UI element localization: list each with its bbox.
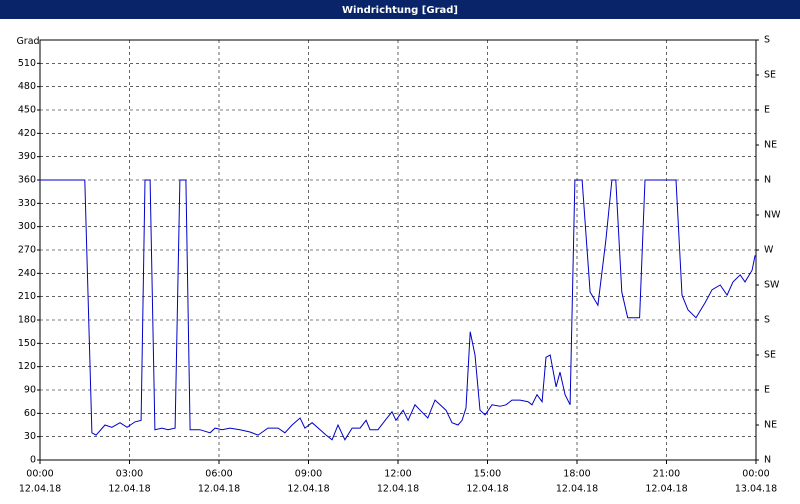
y-tick-label: 0: [30, 455, 36, 466]
y2-tick-label: N: [764, 455, 771, 466]
chart-title: Windrichtung [Grad]: [342, 5, 458, 16]
x-tick-date: 13.04.18: [735, 484, 777, 495]
x-tick-label: 00:00: [742, 469, 769, 480]
x-tick-label: 15:00: [474, 469, 501, 480]
y2-tick-label: E: [764, 385, 770, 396]
x-tick-date: 12.04.18: [466, 484, 508, 495]
y-tick-label: 210: [18, 291, 36, 302]
title-bar: [0, 0, 800, 19]
y-tick-label: 30: [24, 431, 36, 442]
y2-tick-label: S: [764, 315, 770, 326]
y2-tick-label: N: [764, 175, 771, 186]
data-line: [40, 179, 756, 441]
y-tick-label: 330: [18, 198, 36, 209]
x-tick-label: 06:00: [205, 469, 232, 480]
y-tick-label: 120: [18, 361, 36, 372]
y-tick-label: 270: [18, 245, 36, 256]
x-tick-label: 18:00: [563, 469, 590, 480]
y-tick-label: 510: [18, 58, 36, 69]
y-tick-label: 480: [18, 81, 36, 92]
y2-tick-label: NE: [764, 420, 777, 431]
x-tick-date: 12.04.18: [287, 484, 329, 495]
x-tick-date: 12.04.18: [198, 484, 240, 495]
x-tick-label: 21:00: [653, 469, 680, 480]
x-tick-date: 12.04.18: [556, 484, 598, 495]
y2-tick-label: NE: [764, 140, 777, 151]
y-axis-label: Grad: [16, 36, 39, 47]
x-tick-date: 12.04.18: [645, 484, 687, 495]
x-tick-label: 09:00: [295, 469, 322, 480]
x-tick-date: 12.04.18: [377, 484, 419, 495]
y-tick-label: 420: [18, 128, 36, 139]
x-tick-date: 12.04.18: [108, 484, 150, 495]
y2-tick-label: SE: [764, 70, 776, 81]
y2-tick-label: SW: [764, 280, 780, 291]
x-tick-label: 03:00: [116, 469, 143, 480]
y2-tick-label: W: [764, 245, 774, 256]
y-tick-label: 180: [18, 315, 36, 326]
y-tick-label: 150: [18, 338, 36, 349]
y-tick-label: 450: [18, 105, 36, 116]
y2-tick-label: E: [764, 105, 770, 116]
y-tick-label: 360: [18, 175, 36, 186]
y-tick-label: 60: [24, 408, 36, 419]
x-tick-label: 12:00: [384, 469, 411, 480]
y2-tick-label: S: [764, 35, 770, 46]
y-tick-label: 300: [18, 221, 36, 232]
y-tick-label: 390: [18, 151, 36, 162]
x-tick-label: 00:00: [26, 469, 53, 480]
y2-tick-label: SE: [764, 350, 776, 361]
y2-tick-label: NW: [764, 210, 781, 221]
y-tick-label: 240: [18, 268, 36, 279]
x-tick-date: 12.04.18: [19, 484, 61, 495]
y-tick-label: 90: [24, 385, 36, 396]
